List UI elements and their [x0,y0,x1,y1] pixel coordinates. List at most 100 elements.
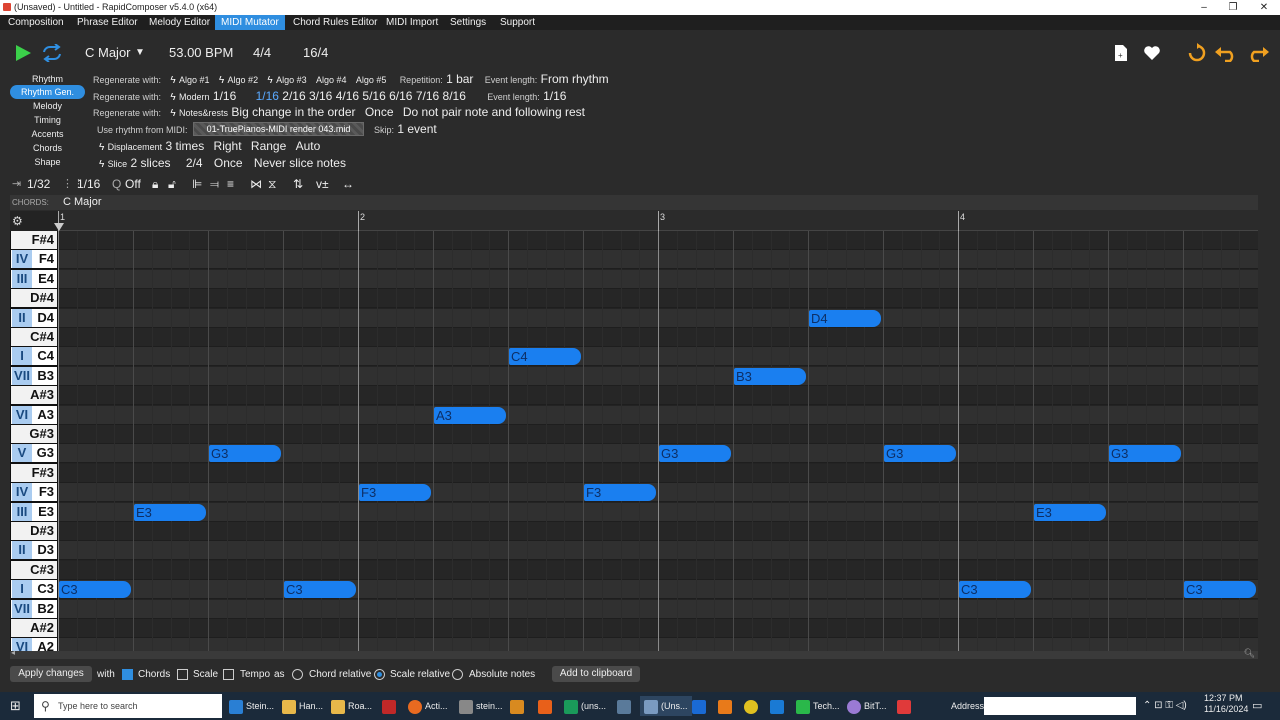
pairing-value[interactable]: Do not pair note and following rest [402,105,585,119]
subnav-shape[interactable]: Shape [34,157,61,167]
midi-note[interactable]: E3 [134,503,206,521]
menu-melody-editor[interactable]: Melody Editor [149,17,211,28]
piano-key[interactable]: C#3 [11,560,57,579]
piano-key[interactable]: V G3 [11,444,57,463]
midi-note[interactable]: C3 [284,581,356,599]
algo-4-button[interactable]: Algo #4 [315,75,347,85]
event-length-value[interactable]: From rhythm [540,72,609,86]
midi-note[interactable]: B3 [734,367,806,385]
minimize-button[interactable]: – [1201,2,1207,13]
slice-fraction[interactable]: 2/4 [185,156,203,170]
taskbar-app-bittorrent[interactable]: BitT... [847,696,887,716]
taskbar-app-tech[interactable]: Tech... [796,696,840,716]
taskbar-app-teal[interactable] [770,696,787,716]
midi-note[interactable]: A3 [434,406,506,424]
taskbar-app-blue[interactable] [692,696,709,716]
length-icon[interactable]: ↔ [342,177,354,191]
slice-count[interactable]: 2 slices [130,156,171,170]
piano-key[interactable]: F#3 [11,463,57,482]
tempo-checkbox[interactable] [223,669,234,680]
event-length-value[interactable]: 1/16 [543,89,567,103]
scale-relative-radio[interactable] [374,669,385,680]
lock-icon[interactable]: 🔒︎ [152,177,159,191]
humanize-icon[interactable]: ⋈ [250,177,262,191]
menu-settings[interactable]: Settings [450,17,487,28]
slice-once[interactable]: Once [213,156,243,170]
length-value[interactable]: 16/4 [303,45,329,60]
clock[interactable]: 12:37 PM 11/16/2024 [1204,693,1248,714]
maximize-button[interactable]: ❐ [1228,2,1238,13]
align-right-icon[interactable]: ⫤ [210,177,220,191]
unlock-icon[interactable]: 🔓︎ [168,177,176,191]
midi-note[interactable]: C3 [59,581,131,599]
piano-key[interactable]: I C4 [11,347,57,366]
chords-checkbox[interactable] [122,669,133,680]
algo-3-button[interactable]: Algo #3 [276,75,307,85]
taskbar-app-chrome[interactable] [744,696,761,716]
algo-2-button[interactable]: Algo #2 [227,75,259,85]
piano-key[interactable]: A#3 [11,386,57,405]
time-signature[interactable]: 4/4 [253,45,272,60]
midi-note[interactable]: F3 [359,484,431,502]
modern-button[interactable]: Modern [179,92,210,102]
subnav-melody[interactable]: Melody [32,101,62,111]
subnav-rhythm[interactable]: Rhythm [31,74,63,84]
piano-key[interactable]: III E3 [11,502,57,521]
midi-note[interactable]: G3 [1109,445,1181,463]
taskbar-app-orange[interactable] [510,696,527,716]
piano-key[interactable]: IV F4 [11,250,57,269]
subnav-rhythm-gen[interactable]: Rhythm Gen. [10,85,85,99]
taskbar-app-red[interactable] [382,696,399,716]
midi-note[interactable]: C4 [509,348,581,366]
taskbar-app-rapidcomposer[interactable] [897,696,914,716]
once-value[interactable]: Once [364,105,394,119]
menu-midi-mutator[interactable]: MIDI Mutator [215,15,285,30]
chevron-down-icon[interactable]: ▼ [135,47,145,58]
taskbar-search[interactable]: ⚲ Type here to search [34,694,222,718]
menu-chord-rules-editor[interactable]: Chord Rules Editor [293,17,378,28]
step-4-16[interactable]: 4/16 [335,89,360,103]
close-button[interactable]: ✕ [1259,2,1269,13]
piano-key[interactable]: III E4 [11,269,57,288]
transpose-icon[interactable]: ⇅ [293,177,304,191]
chord-c-major[interactable]: C Major [63,196,102,208]
midi-file-field[interactable]: 01-TruePianos-MIDI render 043.mid [193,122,364,136]
notes-rests-button[interactable]: Notes&rests [179,108,229,118]
subnav-timing[interactable]: Timing [34,115,61,125]
subnav-accents[interactable]: Accents [31,129,64,139]
piano-key[interactable]: C#4 [11,328,57,346]
midi-note[interactable]: C3 [959,581,1031,599]
distribute-icon[interactable]: ≡ [227,177,235,191]
taskbar-app-firefox[interactable]: Acti... [408,696,448,716]
piano-key[interactable]: F#4 [11,231,57,249]
slice-mode[interactable]: Never slice notes [253,156,346,170]
midi-note[interactable]: G3 [209,445,281,463]
midi-note[interactable]: F3 [584,484,656,502]
skip-value[interactable]: 1 event [397,122,437,136]
key-select[interactable]: C Major [85,45,131,60]
redo-icon[interactable] [1245,44,1269,62]
midi-note[interactable]: C3 [1184,581,1256,599]
scale-checkbox[interactable] [177,669,188,680]
step-8-16[interactable]: 8/16 [442,89,466,103]
add-to-clipboard-button[interactable]: Add to clipboard [552,666,640,682]
taskbar-app-orange3[interactable] [718,696,735,716]
playhead-marker[interactable] [54,223,64,231]
midi-note[interactable]: D4 [809,309,881,327]
menu-support[interactable]: Support [500,17,536,28]
menu-composition[interactable]: Composition [8,17,64,28]
subnav-chords[interactable]: Chords [32,143,62,153]
step-6-16[interactable]: 6/16 [389,89,413,103]
piano-key[interactable]: VII B3 [11,366,57,385]
taskbar-app-steinberg[interactable]: Stein... [229,696,274,716]
loop-icon[interactable] [41,44,63,62]
step-7-16[interactable]: 7/16 [415,89,440,103]
slice-button[interactable]: Slice [107,159,128,169]
regenerate-icon[interactable] [1187,43,1207,63]
taskbar-app-generic[interactable] [617,696,634,716]
apply-changes-button[interactable]: Apply changes [10,666,92,682]
taskbar-app-files[interactable]: Han... [282,696,323,716]
taskbar-app-folder[interactable]: Roa... [331,696,372,716]
piano-key[interactable]: VI A2 [11,638,57,651]
modern-value[interactable]: 1/16 [212,89,237,103]
